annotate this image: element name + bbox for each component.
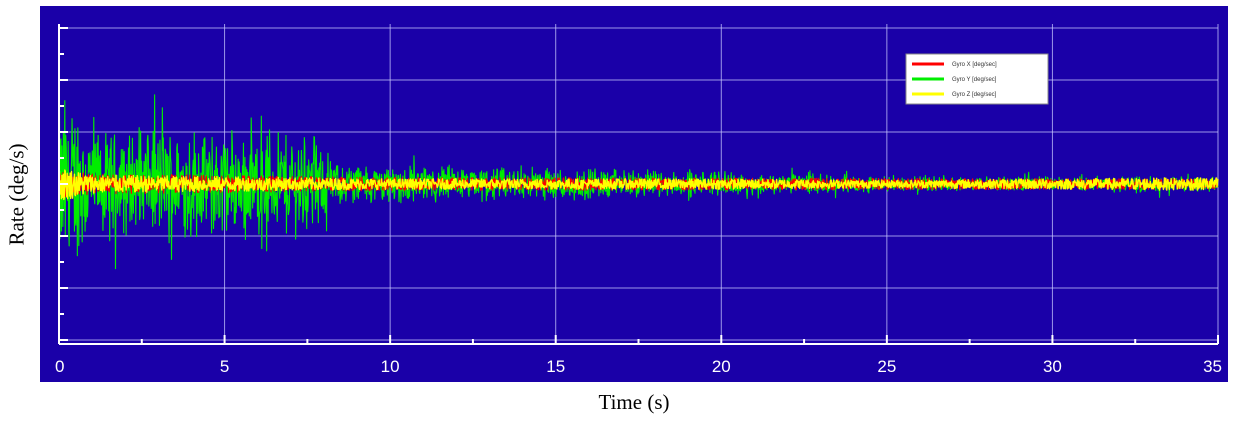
series-line-2 — [58, 169, 1219, 202]
y-axis-label-container: Rate (deg/s) — [0, 6, 34, 382]
x-axis-label: Time (s) — [598, 390, 670, 414]
legend-entry-1: Gyro Y [deg/sec] — [952, 77, 997, 83]
legend-entry-0: Gyro X [deg/sec] — [952, 62, 997, 68]
x-tick-label-3: 15 — [546, 357, 565, 376]
axes: 0 5 10 15 20 25 30 35 — [55, 24, 1222, 376]
series-line-1 — [58, 94, 1219, 270]
x-tick-label-0: 0 — [55, 357, 64, 376]
plot-area: 0 5 10 15 20 25 30 35 Gyro X [deg/sec] Gyro Y [d… — [40, 6, 1228, 382]
legend-entry-2: Gyro Z [deg/sec] — [952, 92, 997, 98]
x-tick-label-2: 10 — [381, 357, 400, 376]
series-lines — [58, 94, 1219, 270]
legend: Gyro X [deg/sec] Gyro Y [deg/sec] Gyro Z [… — [905, 53, 1049, 105]
x-tick-label-4: 20 — [712, 357, 731, 376]
chart-plot: 0 5 10 15 20 25 30 35 Gyro X [deg/sec] Gyro Y [d… — [55, 24, 1222, 376]
x-tick-label-1: 5 — [220, 357, 229, 376]
x-tick-label-7: 35 — [1203, 357, 1222, 376]
x-tick-label-5: 25 — [877, 357, 896, 376]
x-tick-label-6: 30 — [1043, 357, 1062, 376]
y-axis-label: Rate (deg/s) — [4, 142, 29, 246]
